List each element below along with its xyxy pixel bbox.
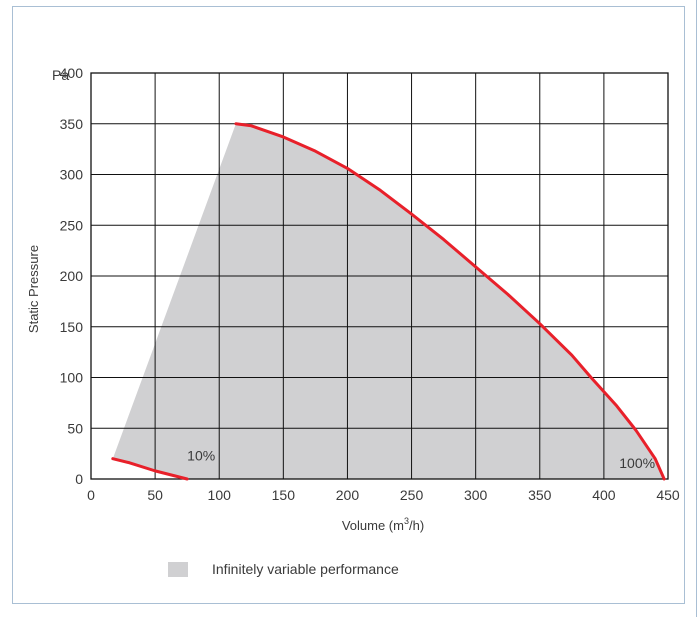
- y-tick-label: 100: [60, 370, 84, 386]
- series-line-100pct: [234, 122, 666, 481]
- x-tick-label: 50: [147, 487, 163, 503]
- y-tick-label: 400: [60, 65, 84, 81]
- y-axis-unit-label: Pa: [52, 67, 69, 83]
- y-tick-label: 350: [60, 116, 84, 132]
- y-tick-label: 150: [60, 319, 84, 335]
- legend-swatch: [168, 561, 188, 577]
- x-tick-label: 150: [272, 487, 296, 503]
- x-tick-label: 0: [87, 487, 95, 503]
- annotation-label: 10%: [187, 448, 215, 464]
- x-tick-label: 350: [528, 487, 552, 503]
- x-tick-label: 250: [400, 487, 424, 503]
- legend-label: Infinitely variable performance: [212, 561, 399, 577]
- page-edge-rule: [696, 0, 697, 617]
- y-tick-label: 50: [67, 420, 83, 436]
- x-tick-label: 400: [592, 487, 616, 503]
- x-tick-label: 300: [464, 487, 488, 503]
- plot-border: [90, 72, 669, 480]
- y-tick-label: 300: [60, 167, 84, 183]
- series-line-10pct: [111, 457, 189, 481]
- y-tick-label: 0: [75, 471, 83, 487]
- y-axis-title: Static Pressure: [26, 245, 41, 333]
- annotation-label: 100%: [619, 455, 655, 471]
- y-tick-label: 200: [60, 268, 84, 284]
- y-tick-label: 250: [60, 217, 84, 233]
- x-tick-label: 100: [208, 487, 232, 503]
- x-tick-label: 450: [656, 487, 680, 503]
- x-tick-label: 200: [336, 487, 360, 503]
- x-axis-title: Volume (m3/h): [342, 516, 424, 533]
- legend: Infinitely variable performance: [168, 561, 399, 577]
- variable-performance-region: [112, 123, 665, 479]
